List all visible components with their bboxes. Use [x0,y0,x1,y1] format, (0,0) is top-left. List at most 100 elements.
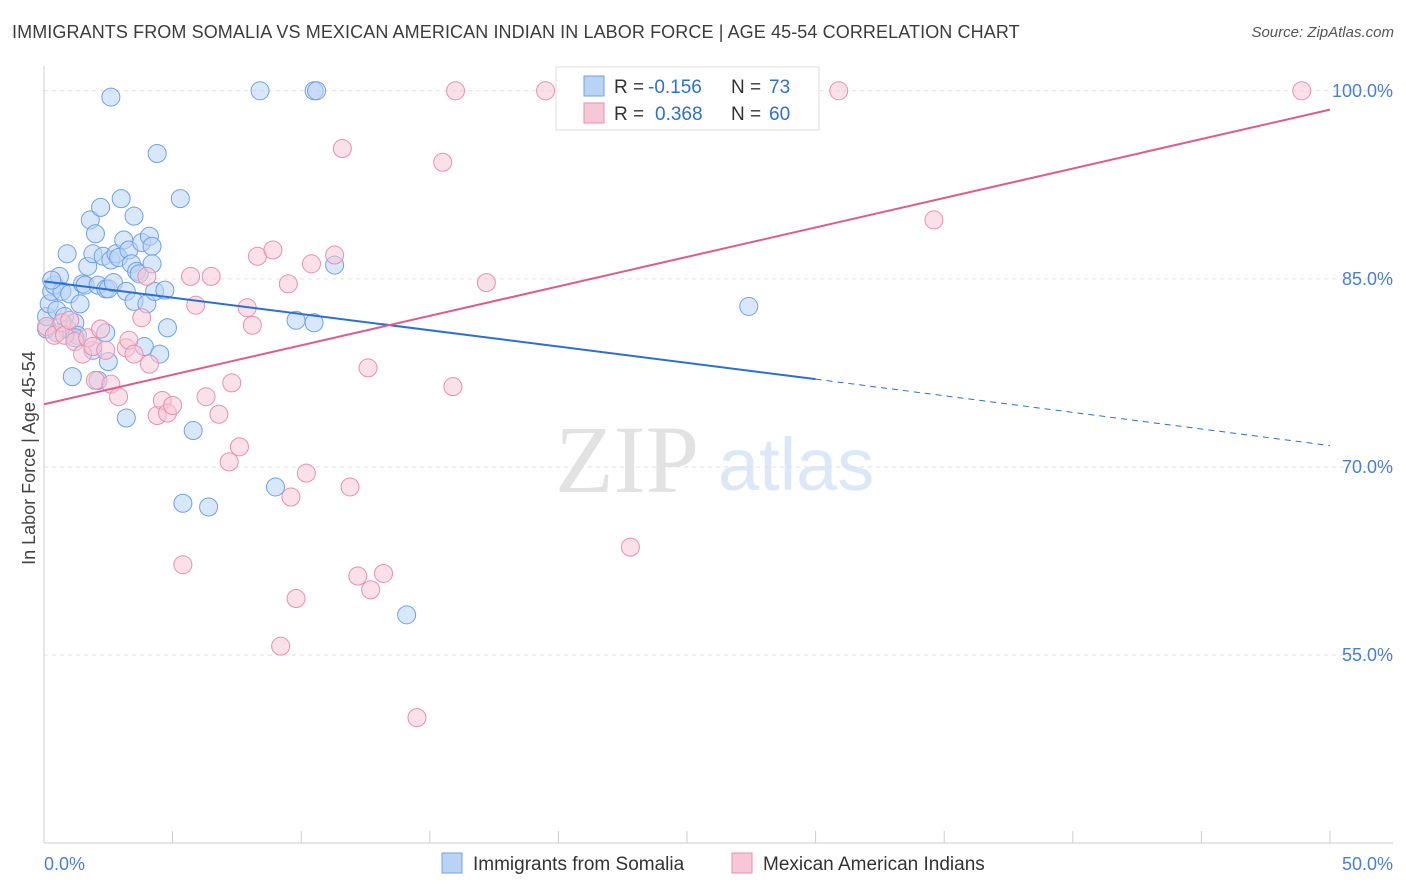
point-mexican-american-indian [263,240,283,260]
bottom-legend-swatch-somalia [441,852,463,874]
point-mexican-american-indian [1292,81,1312,101]
y-tick-label: 55.0% [1342,645,1393,665]
point-mexican-american-indian [348,566,368,586]
y-tick-label: 70.0% [1342,457,1393,477]
point-somalia [101,87,121,107]
axes [43,66,1393,844]
point-mexican-american-indian [196,387,216,407]
series-somalia-points [37,81,759,625]
point-mexican-american-indian [433,152,453,172]
point-mexican-american-indian [325,245,345,265]
point-mexican-american-indian [332,138,352,158]
trend-line-somalia [43,280,816,381]
point-mexican-american-indian [60,310,80,330]
x-tick-label-right: 50.0% [1342,854,1393,874]
legend-n-label-somalia: N = [731,77,761,98]
point-mexican-american-indian [443,377,463,397]
point-mexican-american-indian [340,477,360,497]
point-mexican-american-indian [209,404,229,424]
trend-line-mexican-american-indian [43,108,1331,406]
point-mexican-american-indian [91,319,111,339]
point-mexican-american-indian [139,354,159,374]
point-mexican-american-indian [476,273,496,293]
legend-n-value-mexican: 60 [769,104,790,125]
point-somalia [42,270,62,290]
point-somalia [265,477,285,497]
point-mexican-american-indian [109,387,129,407]
source-label: Source: ZipAtlas.com [1251,24,1394,41]
point-somalia [739,296,759,316]
point-mexican-american-indian [163,395,183,415]
point-somalia [124,206,144,226]
point-mexican-american-indian [173,555,193,575]
point-mexican-american-indian [124,344,144,364]
y-tick-labels: 100.0% 85.0% 70.0% 55.0% [1332,81,1393,665]
point-somalia [173,493,193,513]
point-mexican-american-indian [281,487,301,507]
point-somalia [85,224,105,244]
legend-r-label-mexican: R = [614,104,644,125]
point-mexican-american-indian [620,537,640,557]
trend-lines [43,108,1331,447]
point-somalia [183,421,203,441]
point-somalia [142,236,162,256]
point-mexican-american-indian [278,274,298,294]
legend-r-value-mexican: 0.368 [655,104,703,125]
point-mexican-american-indian [361,580,381,600]
point-somalia [147,143,167,163]
y-tick-label: 100.0% [1332,81,1393,101]
point-mexican-american-indian [242,315,262,335]
legend-r-label-somalia: R = [614,77,644,98]
correlation-legend: R = -0.156 N = 73 R = 0.368 N = 60 [555,66,820,131]
legend-swatch-somalia [583,75,605,97]
point-somalia [250,81,270,101]
bottom-legend-label-mexican: Mexican American Indians [763,854,985,875]
point-mexican-american-indian [296,463,316,483]
point-somalia [62,367,82,387]
point-mexican-american-indian [137,266,157,286]
point-mexican-american-indian [301,254,321,274]
x-tick-label-left: 0.0% [44,854,85,874]
watermark-atlas: atlas [718,423,874,506]
point-mexican-american-indian [374,563,394,583]
series-legend: Immigrants from Somalia Mexican American… [441,852,985,875]
point-mexican-american-indian [829,81,849,101]
point-mexican-american-indian [96,340,116,360]
watermark-zip: ZIP [555,406,699,513]
point-somalia [111,189,131,209]
point-somalia [91,197,111,217]
point-somalia [70,294,90,314]
point-mexican-american-indian [286,589,306,609]
point-mexican-american-indian [407,708,427,728]
trend-line-somalia-extrapolated [815,378,1331,447]
y-tick-label: 85.0% [1342,269,1393,289]
point-somalia [304,313,324,333]
point-somalia [116,408,136,428]
point-mexican-american-indian [181,266,201,286]
chart-title: IMMIGRANTS FROM SOMALIA VS MEXICAN AMERI… [12,22,1020,42]
bottom-legend-label-somalia: Immigrants from Somalia [473,854,685,875]
legend-n-label-mexican: N = [731,104,761,125]
legend-n-value-somalia: 73 [769,77,790,98]
legend-r-value-somalia: -0.156 [648,77,702,98]
y-axis-label: In Labor Force | Age 45-54 [19,351,39,565]
point-mexican-american-indian [201,266,221,286]
point-mexican-american-indian [219,452,239,472]
point-somalia [157,318,177,338]
point-mexican-american-indian [358,358,378,378]
legend-swatch-mexican [583,102,605,124]
point-somalia [57,244,77,264]
point-somalia [397,605,417,625]
bottom-legend-swatch-mexican [731,852,753,874]
point-mexican-american-indian [271,636,291,656]
point-mexican-american-indian [924,210,944,230]
point-mexican-american-indian [229,437,249,457]
point-mexican-american-indian [132,308,152,328]
point-mexican-american-indian [536,81,556,101]
gridlines [44,90,1393,656]
point-mexican-american-indian [446,81,466,101]
point-somalia [307,81,327,101]
point-somalia [155,280,175,300]
point-somalia [170,189,190,209]
point-mexican-american-indian [222,373,242,393]
